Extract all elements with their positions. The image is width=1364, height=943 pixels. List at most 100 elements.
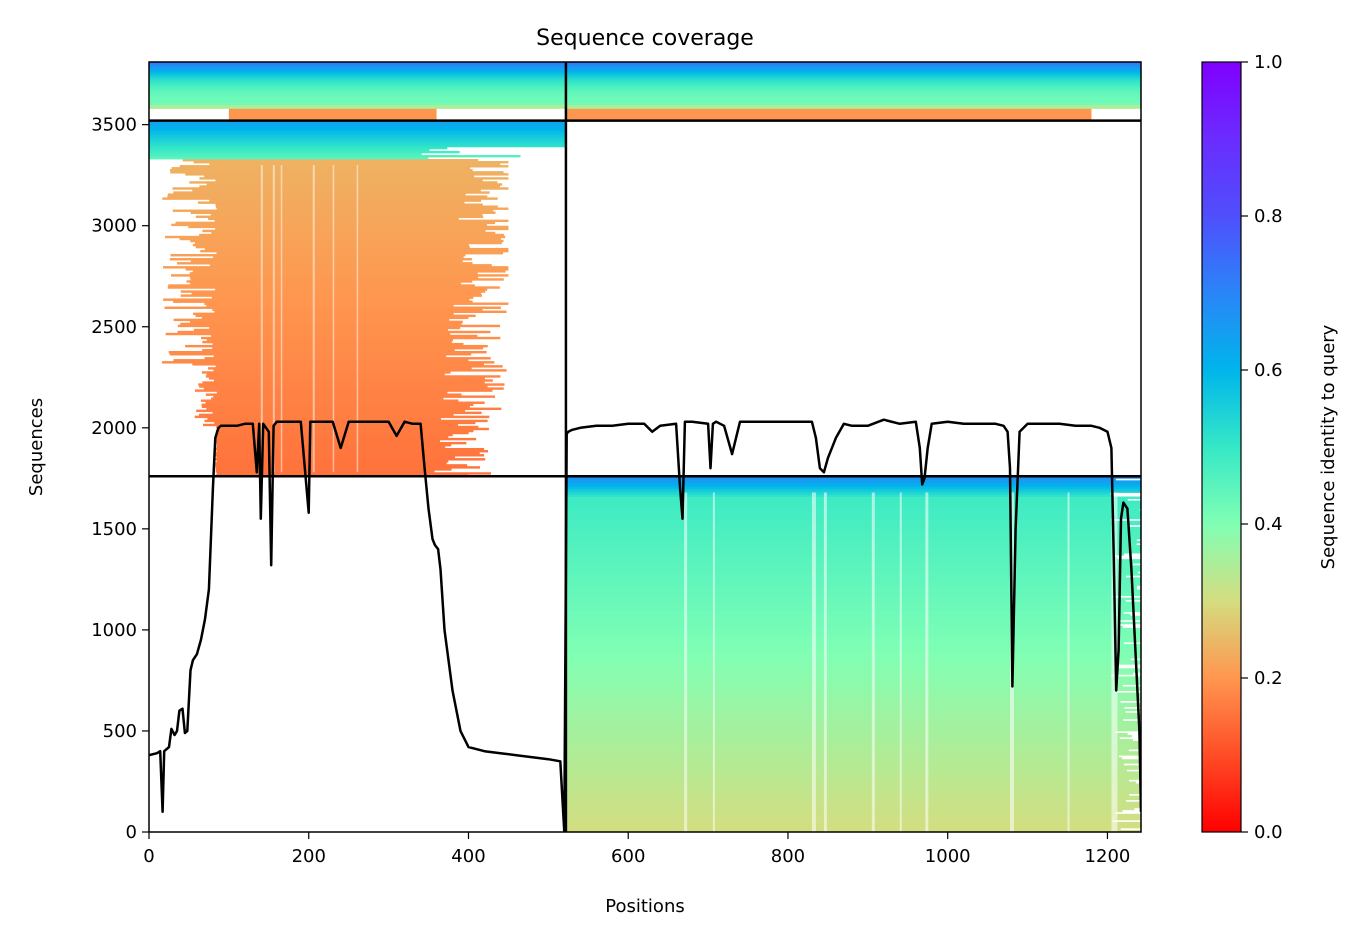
heatmap-row — [149, 76, 566, 79]
heatmap-row — [565, 90, 1141, 93]
heatmap-row — [565, 739, 1133, 742]
heatmap-row — [212, 346, 484, 350]
heatmap-row — [209, 163, 501, 166]
heatmap-row — [193, 161, 509, 164]
heatmap-row — [565, 807, 1135, 811]
heatmap-row — [202, 229, 486, 233]
heatmap-row — [565, 805, 1141, 809]
heatmap-row — [198, 383, 505, 386]
heatmap-row — [565, 803, 1141, 807]
heatmap-row — [194, 389, 493, 392]
heatmap-row — [170, 274, 509, 277]
heatmap-row — [565, 68, 1141, 71]
heatmap-row — [565, 730, 1116, 734]
heatmap-row — [565, 500, 1141, 503]
heatmap-row — [565, 110, 1092, 113]
heatmap-row — [565, 702, 1141, 706]
heatmap-row — [565, 686, 1141, 689]
heatmap-row — [565, 795, 1141, 799]
heatmap-row — [216, 427, 489, 431]
heatmap-row — [215, 452, 480, 455]
heatmap-row — [565, 676, 1141, 679]
heatmap-row — [207, 417, 442, 421]
heatmap-row — [565, 488, 1141, 491]
heatmap-row — [565, 767, 1141, 770]
x-tick-label: 600 — [611, 846, 645, 867]
heatmap-row — [216, 437, 477, 441]
heatmap-row — [565, 617, 1141, 621]
heatmap-row — [565, 563, 1134, 566]
heatmap-row — [209, 199, 482, 202]
heatmap-row — [167, 195, 488, 198]
chart-title: Sequence coverage — [536, 26, 754, 51]
heatmap-row — [565, 605, 1141, 609]
heatmap-row — [565, 492, 1111, 495]
heatmap-row — [167, 193, 466, 196]
heatmap-row — [228, 114, 437, 117]
heatmap-row — [565, 589, 1141, 592]
heatmap-row — [201, 403, 474, 406]
heatmap-row — [175, 221, 496, 225]
heatmap-row — [565, 652, 1141, 655]
heatmap-row — [565, 621, 1141, 625]
heatmap-row — [185, 268, 509, 271]
heatmap-row — [213, 369, 507, 372]
heatmap-row — [202, 348, 455, 352]
x-tick-label: 1000 — [925, 846, 971, 867]
heatmap-row — [212, 308, 483, 311]
x-tick-label: 1200 — [1085, 846, 1131, 867]
heatmap-row — [216, 472, 491, 475]
heatmap-row — [194, 241, 502, 245]
heatmap-row — [565, 86, 1141, 89]
heatmap-row — [165, 332, 451, 336]
heatmap-row — [565, 791, 1141, 795]
heatmap-row — [179, 165, 509, 168]
heatmap-row — [565, 516, 1141, 520]
y-tick-label: 0 — [126, 822, 137, 843]
heatmap-row — [215, 462, 447, 465]
heatmap-row — [565, 559, 1141, 562]
heatmap-row — [207, 367, 472, 370]
heatmap-row — [565, 520, 1141, 524]
heatmap-row — [171, 223, 487, 227]
heatmap-row — [210, 213, 483, 216]
heatmap-row — [565, 757, 1123, 760]
heatmap-row — [565, 112, 1092, 115]
heatmap-row — [565, 716, 1141, 720]
coverage-line — [149, 418, 1141, 832]
x-tick-label: 200 — [292, 846, 326, 867]
heatmap-row — [565, 96, 1141, 99]
heatmap-row — [565, 609, 1141, 613]
heatmap-row — [565, 734, 1132, 738]
heatmap-row — [565, 684, 1123, 687]
heatmap-row — [565, 508, 1140, 512]
heatmap-row — [565, 640, 1141, 643]
heatmap-row — [565, 496, 1141, 499]
heatmap-row — [565, 549, 1141, 552]
heatmap-row — [565, 650, 1141, 653]
heatmap-row — [565, 611, 1124, 615]
heatmap-row — [201, 316, 469, 320]
y-tick-label: 3000 — [91, 216, 137, 237]
heatmap-gap — [811, 492, 816, 832]
heatmap-row — [216, 460, 449, 463]
heatmap-row — [216, 251, 504, 255]
heatmap-row — [565, 732, 1128, 736]
heatmap-row — [149, 66, 566, 69]
heatmap-row — [565, 498, 1128, 501]
heatmap-row — [215, 464, 468, 467]
heatmap-row — [204, 419, 488, 423]
heatmap-row — [565, 478, 1116, 481]
heatmap-row — [565, 528, 1141, 532]
heatmap-row — [565, 680, 1141, 683]
heatmap-row — [565, 116, 1092, 119]
heatmap-row — [202, 340, 452, 344]
heatmap-row — [565, 781, 1136, 784]
heatmap-row — [149, 150, 460, 154]
x-tick-label: 800 — [771, 846, 805, 867]
y-tick-label: 3500 — [91, 115, 137, 136]
heatmap-row — [565, 573, 1141, 576]
heatmap-row — [565, 522, 1141, 526]
heatmap-row — [196, 409, 466, 413]
heatmap-row — [149, 144, 566, 148]
